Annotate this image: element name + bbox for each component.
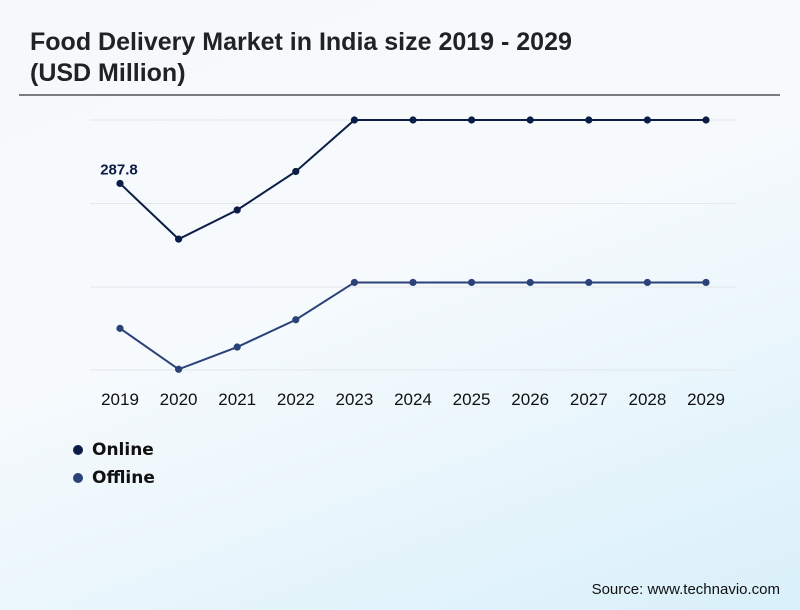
- data-point-offline: [526, 278, 534, 287]
- x-tick-label: 2026: [511, 390, 549, 409]
- legend-label-online: Online: [92, 440, 154, 460]
- x-tick-label: 2021: [218, 390, 256, 409]
- data-point-online: [643, 116, 652, 124]
- data-point-offline: [409, 278, 417, 287]
- legend: Online Offline: [73, 436, 155, 492]
- data-point-online: [116, 179, 124, 188]
- data-point-offline: [350, 278, 358, 287]
- data-point-offline: [233, 343, 241, 351]
- data-point-offline: [468, 278, 476, 287]
- x-tick-label: 2024: [394, 390, 432, 409]
- x-tick-label: 2019: [101, 390, 139, 409]
- x-tick-label: 2022: [277, 390, 315, 409]
- x-tick-label: 2029: [687, 390, 725, 409]
- data-label: 287.8: [100, 161, 138, 178]
- chart-title: Food Delivery Market in India size 2019 …: [30, 28, 572, 87]
- legend-marker-offline: [73, 473, 83, 483]
- data-point-online: [233, 206, 241, 214]
- x-tick-label: 2027: [570, 390, 608, 409]
- x-tick-label: 2028: [628, 390, 666, 409]
- data-point-online: [585, 116, 593, 124]
- data-point-online: [409, 116, 417, 124]
- data-point-online: [468, 116, 476, 124]
- data-point-offline: [643, 278, 652, 287]
- data-point-online: [175, 235, 183, 243]
- series-line-offline: [119, 281, 706, 371]
- x-tick-label: 2025: [453, 390, 491, 409]
- data-point-online: [350, 116, 358, 124]
- data-point-online: [526, 116, 534, 124]
- data-point-offline: [585, 278, 593, 287]
- legend-item-offline: Offline: [73, 464, 155, 492]
- data-point-online: [292, 167, 300, 176]
- legend-label-offline: Offline: [92, 468, 155, 488]
- data-point-online: [702, 116, 710, 124]
- data-point-offline: [702, 278, 710, 287]
- x-tick-label: 2020: [160, 390, 198, 409]
- legend-item-online: Online: [73, 436, 155, 464]
- legend-marker-online: [73, 445, 83, 455]
- data-point-offline: [175, 365, 183, 373]
- title-divider: [19, 94, 780, 96]
- source-credit: Source: www.technavio.com: [591, 581, 780, 598]
- data-point-offline: [116, 324, 124, 332]
- series-line-online: [119, 119, 706, 241]
- data-point-offline: [292, 316, 300, 324]
- x-tick-label: 2023: [335, 390, 373, 409]
